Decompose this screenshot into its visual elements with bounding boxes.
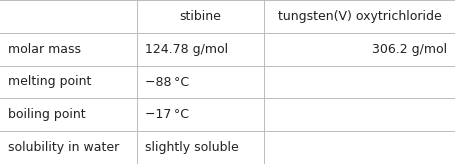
Text: molar mass: molar mass [8,43,81,56]
Text: −88 °C: −88 °C [145,75,189,89]
Text: tungsten(V) oxytrichloride: tungsten(V) oxytrichloride [278,10,441,23]
Text: stibine: stibine [179,10,221,23]
Text: solubility in water: solubility in water [8,141,120,154]
Text: melting point: melting point [8,75,91,89]
Text: boiling point: boiling point [8,108,86,121]
Text: slightly soluble: slightly soluble [145,141,238,154]
Text: 124.78 g/mol: 124.78 g/mol [145,43,228,56]
Text: −17 °C: −17 °C [145,108,189,121]
Text: 306.2 g/mol: 306.2 g/mol [372,43,447,56]
